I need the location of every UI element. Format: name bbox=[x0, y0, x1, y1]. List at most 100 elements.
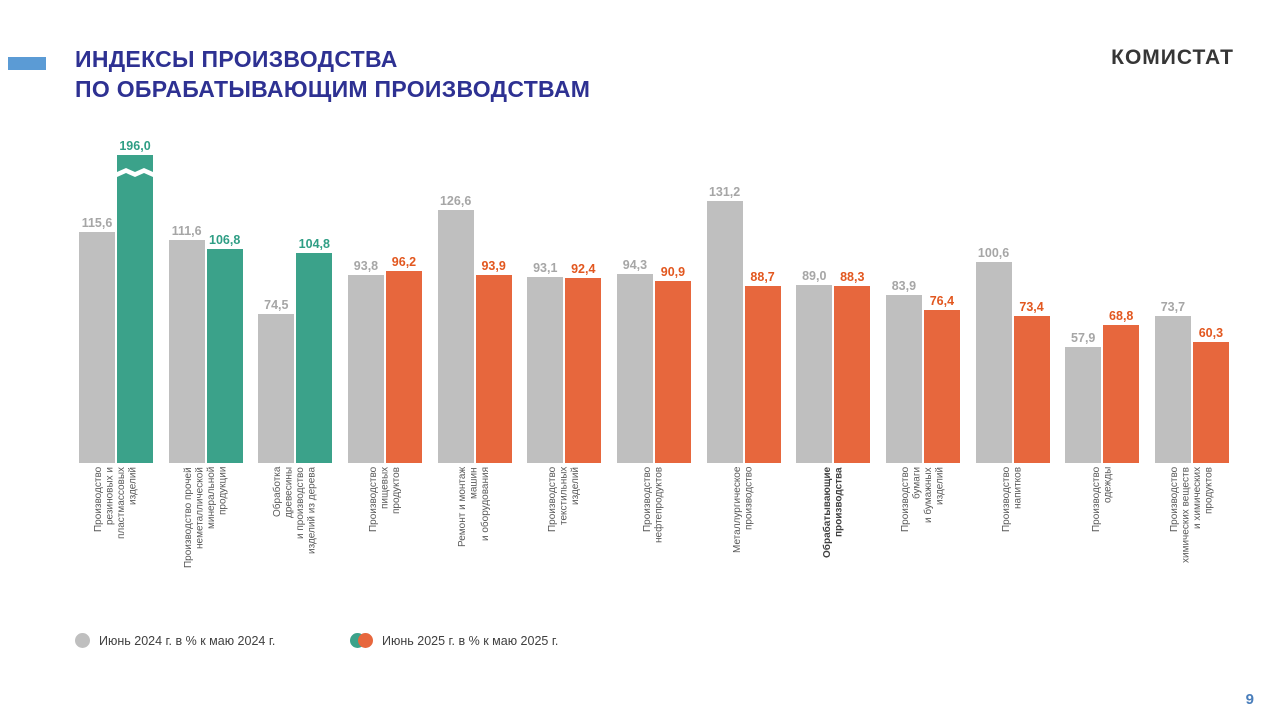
bar-column-june-2025: 93,9 bbox=[475, 123, 512, 463]
bar-june-2025 bbox=[475, 275, 512, 463]
chart-group: 126,6 93,9 Ремонт и монтаж машин и оборудо… bbox=[437, 123, 513, 628]
bar-column-june-2025: 76,4 bbox=[923, 123, 960, 463]
bar-june-2024 bbox=[1154, 316, 1191, 463]
page-title-line-2: ПО ОБРАБАТЫВАЮЩИМ ПРОИЗВОДСТВАМ bbox=[75, 76, 591, 102]
bar-value-june-2024: 131,2 bbox=[708, 185, 741, 199]
bar-pair: 89,0 88,3 bbox=[796, 123, 871, 463]
bar-column-june-2025: 92,4 bbox=[565, 123, 602, 463]
category-label: Производство прочей неметаллической мине… bbox=[182, 467, 229, 568]
category-label: Производство напитков bbox=[1001, 467, 1024, 533]
bar-june-2025 bbox=[744, 286, 781, 463]
category-label: Производство нефтепродуктов bbox=[642, 467, 665, 544]
bar-column-june-2024: 89,0 bbox=[796, 123, 833, 463]
bar-column-june-2024: 57,9 bbox=[1065, 123, 1102, 463]
legend-label-2024: Июнь 2024 г. в % к маю 2024 г. bbox=[99, 633, 276, 648]
bar-pair: 57,9 68,8 bbox=[1065, 123, 1140, 463]
bar-june-2024 bbox=[79, 232, 115, 463]
chart-group: 111,6 106,8 Производство прочей неметаллич… bbox=[168, 123, 244, 628]
category-label: Металлургическое производство bbox=[732, 467, 755, 554]
bar-june-2025 bbox=[385, 271, 422, 463]
bar-value-june-2024: 57,9 bbox=[1071, 331, 1096, 345]
bar-column-june-2024: 93,8 bbox=[347, 123, 384, 463]
bar-value-june-2024: 93,1 bbox=[533, 261, 558, 275]
chart-group: 83,9 76,4 Производство бумаги и бумажных и… bbox=[885, 123, 961, 628]
bar-column-june-2024: 115,6 bbox=[79, 123, 115, 463]
bar-june-2024 bbox=[706, 201, 743, 463]
bar-pair: 93,1 92,4 bbox=[527, 123, 602, 463]
bar-value-june-2025: 88,7 bbox=[750, 270, 775, 284]
bar-pair: 83,9 76,4 bbox=[885, 123, 960, 463]
page-title-line-1: ИНДЕКСЫ ПРОИЗВОДСТВА bbox=[75, 46, 398, 72]
bar-column-june-2024: 74,5 bbox=[258, 123, 295, 463]
teal-orange-circle-icon bbox=[350, 633, 373, 648]
page-number: 9 bbox=[1245, 691, 1254, 708]
bar-pair: 100,6 73,4 bbox=[975, 123, 1050, 463]
bar-value-june-2025: 88,3 bbox=[840, 270, 865, 284]
bar-column-june-2025: 60,3 bbox=[1192, 123, 1229, 463]
bar-value-june-2025: 104,8 bbox=[298, 237, 330, 251]
chart-group: 94,3 90,9 Производство нефтепродуктов bbox=[616, 123, 692, 628]
chart-group: 93,8 96,2 Производство пищевых продуктов bbox=[347, 123, 423, 628]
bar-value-june-2025: 196,0 bbox=[119, 139, 151, 153]
bar-value-june-2024: 89,0 bbox=[802, 269, 827, 283]
category-label: Производство бумаги и бумажных изделий bbox=[899, 467, 946, 533]
bar-value-june-2025: 96,2 bbox=[391, 255, 417, 269]
bar-june-2025 bbox=[923, 310, 960, 463]
bar-june-2024 bbox=[616, 274, 653, 463]
bar-value-june-2024: 73,7 bbox=[1160, 300, 1186, 314]
orange-circle-icon bbox=[358, 633, 373, 648]
bar-june-2025 bbox=[117, 155, 153, 463]
bar-june-2024 bbox=[796, 285, 833, 463]
bar-column-june-2024: 100,6 bbox=[975, 123, 1012, 463]
bar-column-june-2025: 104,8 bbox=[296, 123, 333, 463]
axis-break-icon bbox=[117, 168, 153, 177]
legend-item-2024: Июнь 2024 г. в % к маю 2024 г. bbox=[75, 633, 275, 648]
bar-column-june-2025: 196,0 bbox=[117, 123, 153, 463]
legend: Июнь 2024 г. в % к маю 2024 г. Июнь 2025… bbox=[0, 633, 1280, 655]
chart-group: 74,5 104,8 Обработка древесины и производс… bbox=[257, 123, 333, 628]
bar-june-2025 bbox=[654, 281, 691, 463]
bar-value-june-2025: 92,4 bbox=[571, 262, 596, 276]
bar-pair: 93,8 96,2 bbox=[347, 123, 422, 463]
bar-column-june-2025: 88,3 bbox=[834, 123, 871, 463]
bar-value-june-2024: 93,8 bbox=[353, 259, 379, 273]
bar-value-june-2025: 73,4 bbox=[1019, 300, 1044, 314]
bar-value-june-2024: 111,6 bbox=[171, 224, 202, 238]
bar-june-2025 bbox=[206, 249, 243, 463]
bar-june-2024 bbox=[437, 210, 474, 463]
bar-june-2024 bbox=[975, 262, 1012, 463]
bar-value-june-2024: 74,5 bbox=[264, 298, 289, 312]
bar-value-june-2025: 76,4 bbox=[929, 294, 955, 308]
bar-value-june-2024: 126,6 bbox=[439, 194, 472, 208]
category-label: Обработка древесины и производство издел… bbox=[272, 467, 318, 555]
title-accent-dash bbox=[8, 57, 46, 70]
komistat-logo: КОМИСТАТ bbox=[1111, 46, 1234, 69]
bar-column-june-2025: 73,4 bbox=[1013, 123, 1050, 463]
bar-june-2024 bbox=[347, 275, 384, 463]
chart-group: 93,1 92,4 Производство текстильных изделий bbox=[526, 123, 602, 628]
bar-value-june-2025: 60,3 bbox=[1198, 326, 1224, 340]
bar-column-june-2025: 96,2 bbox=[385, 123, 422, 463]
bar-column-june-2024: 94,3 bbox=[616, 123, 653, 463]
bar-value-june-2024: 94,3 bbox=[622, 258, 648, 272]
bar-column-june-2024: 73,7 bbox=[1154, 123, 1191, 463]
bar-june-2025 bbox=[1103, 325, 1140, 463]
bar-june-2025 bbox=[834, 286, 871, 463]
category-label: Производство пищевых продуктов bbox=[367, 467, 402, 533]
chart-group: 131,2 88,7 Металлургическое производство bbox=[706, 123, 782, 628]
legend-item-2025: Июнь 2025 г. в % к маю 2025 г. bbox=[350, 633, 558, 648]
bar-pair: 111,6 106,8 bbox=[168, 123, 243, 463]
category-label: Производство текстильных изделий bbox=[547, 467, 582, 533]
bar-column-june-2025: 88,7 bbox=[744, 123, 781, 463]
category-label: Производство резиновых и пластмассовых и… bbox=[93, 467, 139, 540]
bar-column-june-2024: 111,6 bbox=[168, 123, 205, 463]
bar-pair: 74,5 104,8 bbox=[258, 123, 333, 463]
bar-value-june-2025: 90,9 bbox=[660, 265, 686, 279]
bar-june-2024 bbox=[527, 277, 564, 463]
gray-circle-icon bbox=[75, 633, 90, 648]
bar-value-june-2024: 83,9 bbox=[891, 279, 917, 293]
bar-column-june-2024: 83,9 bbox=[885, 123, 922, 463]
bar-pair: 73,7 60,3 bbox=[1154, 123, 1229, 463]
bar-pair: 115,6 196,0 bbox=[79, 123, 153, 463]
legend-label-2025: Июнь 2025 г. в % к маю 2025 г. bbox=[382, 633, 559, 648]
